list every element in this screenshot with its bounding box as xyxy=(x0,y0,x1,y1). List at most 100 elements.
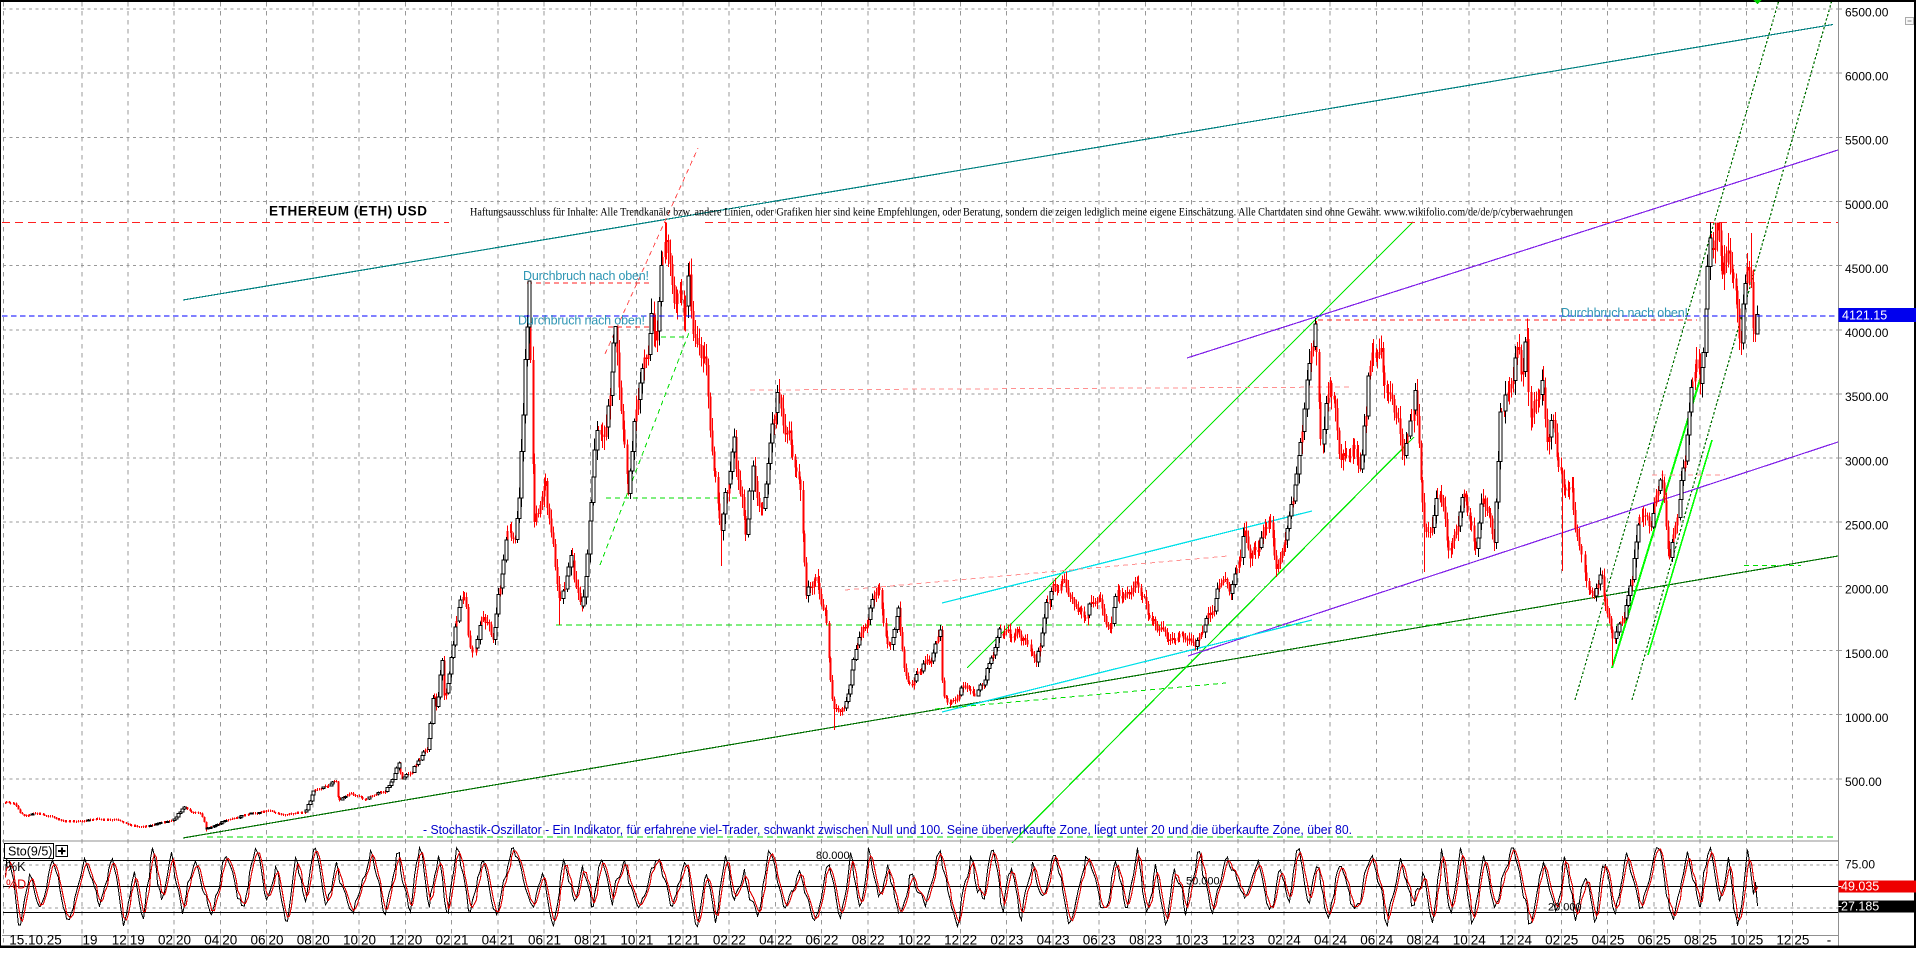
svg-text:06: 06 xyxy=(1083,933,1098,948)
svg-text:21: 21 xyxy=(592,933,607,948)
svg-text:%D: %D xyxy=(6,878,26,892)
svg-text:24: 24 xyxy=(1471,933,1487,948)
svg-text:20: 20 xyxy=(407,933,422,948)
svg-text:4000.00: 4000.00 xyxy=(1845,326,1889,340)
svg-text:24: 24 xyxy=(1425,933,1441,948)
svg-text:23: 23 xyxy=(1193,933,1208,948)
svg-text:500.00: 500.00 xyxy=(1845,775,1882,789)
svg-text:06: 06 xyxy=(1360,933,1375,948)
svg-text:08: 08 xyxy=(574,933,589,948)
svg-text:80.000: 80.000 xyxy=(816,850,850,862)
svg-text:19: 19 xyxy=(130,933,145,948)
svg-text:02: 02 xyxy=(713,933,728,948)
svg-text:21: 21 xyxy=(685,933,700,948)
svg-text:25: 25 xyxy=(1656,933,1671,948)
svg-text:02: 02 xyxy=(435,933,450,948)
svg-text:08: 08 xyxy=(1684,933,1699,948)
svg-text:75.00: 75.00 xyxy=(1845,858,1875,872)
svg-text:08: 08 xyxy=(297,933,312,948)
svg-text:15.10.25: 15.10.25 xyxy=(9,933,62,948)
svg-text:23: 23 xyxy=(1008,933,1023,948)
svg-text:10: 10 xyxy=(343,933,358,948)
svg-text:04: 04 xyxy=(759,933,775,948)
svg-text:22: 22 xyxy=(777,933,792,948)
svg-text:Durchbruch nach oben!: Durchbruch nach oben! xyxy=(1561,306,1688,320)
svg-text:02: 02 xyxy=(158,933,173,948)
svg-text:4121.15: 4121.15 xyxy=(1842,309,1887,323)
svg-text:23: 23 xyxy=(1240,933,1255,948)
svg-text:ETHEREUM (ETH) USD: ETHEREUM (ETH) USD xyxy=(269,204,428,219)
svg-text:2000.00: 2000.00 xyxy=(1845,583,1889,597)
svg-text:24: 24 xyxy=(1378,933,1394,948)
svg-text:3000.00: 3000.00 xyxy=(1845,454,1889,468)
svg-text:27.185: 27.185 xyxy=(1841,900,1879,914)
svg-text:12: 12 xyxy=(667,933,682,948)
svg-text:10: 10 xyxy=(1175,933,1190,948)
svg-text:25: 25 xyxy=(1748,933,1763,948)
svg-text:08: 08 xyxy=(1129,933,1144,948)
svg-text:22: 22 xyxy=(962,933,977,948)
svg-text:%K: %K xyxy=(6,860,26,874)
svg-text:- Stochastik-Oszillator - Ein: - Stochastik-Oszillator - Ein Indikator,… xyxy=(423,823,1352,837)
svg-text:24: 24 xyxy=(1286,933,1302,948)
svg-text:21: 21 xyxy=(500,933,515,948)
svg-text:25: 25 xyxy=(1794,933,1809,948)
svg-text:22: 22 xyxy=(823,933,838,948)
svg-text:25: 25 xyxy=(1610,933,1625,948)
svg-text:04: 04 xyxy=(204,933,220,948)
svg-text:20.000: 20.000 xyxy=(1548,902,1582,914)
svg-text:Haftungsausschluss für Inhalte: Haftungsausschluss für Inhalte: Alle Tre… xyxy=(470,205,1573,219)
svg-text:23: 23 xyxy=(1147,933,1162,948)
svg-text:25: 25 xyxy=(1563,933,1578,948)
svg-text:02: 02 xyxy=(990,933,1005,948)
svg-text:2500.00: 2500.00 xyxy=(1845,519,1889,533)
svg-text:50.000: 50.000 xyxy=(1186,876,1220,888)
svg-text:04: 04 xyxy=(1314,933,1330,948)
svg-text:5000.00: 5000.00 xyxy=(1845,198,1889,212)
svg-text:20: 20 xyxy=(315,933,330,948)
svg-text:21: 21 xyxy=(546,933,561,948)
svg-text:22: 22 xyxy=(916,933,931,948)
svg-text:21: 21 xyxy=(638,933,653,948)
svg-text:12: 12 xyxy=(1776,933,1791,948)
svg-text:3500.00: 3500.00 xyxy=(1845,390,1889,404)
svg-text:10: 10 xyxy=(1730,933,1745,948)
svg-text:06: 06 xyxy=(528,933,543,948)
svg-text:20: 20 xyxy=(361,933,376,948)
svg-text:20: 20 xyxy=(176,933,191,948)
svg-text:24: 24 xyxy=(1517,933,1533,948)
svg-text:1500.00: 1500.00 xyxy=(1845,647,1889,661)
svg-text:04: 04 xyxy=(1037,933,1053,948)
svg-text:12: 12 xyxy=(112,933,127,948)
svg-text:06: 06 xyxy=(1638,933,1653,948)
svg-text:08: 08 xyxy=(1406,933,1421,948)
svg-text:25: 25 xyxy=(1702,933,1717,948)
svg-text:49.035: 49.035 xyxy=(1841,880,1879,894)
svg-text:1000.00: 1000.00 xyxy=(1845,711,1889,725)
svg-text:10: 10 xyxy=(898,933,913,948)
svg-text:06: 06 xyxy=(805,933,820,948)
svg-text:Durchbruch nach oben!: Durchbruch nach oben! xyxy=(523,269,649,283)
svg-text:04: 04 xyxy=(1591,933,1607,948)
svg-text:6500.00: 6500.00 xyxy=(1845,5,1889,19)
svg-text:12: 12 xyxy=(944,933,959,948)
svg-text:Sto(9/5): Sto(9/5) xyxy=(8,845,52,859)
svg-text:22: 22 xyxy=(870,933,885,948)
svg-text:12: 12 xyxy=(1499,933,1514,948)
svg-text:12: 12 xyxy=(389,933,404,948)
svg-text:21: 21 xyxy=(454,933,469,948)
svg-text:20: 20 xyxy=(269,933,284,948)
svg-text:08: 08 xyxy=(852,933,867,948)
svg-text:20: 20 xyxy=(222,933,237,948)
svg-text:02: 02 xyxy=(1268,933,1283,948)
svg-text:Durchbruch nach oben!: Durchbruch nach oben! xyxy=(518,314,645,328)
svg-text:-: - xyxy=(1827,933,1832,948)
svg-text:12: 12 xyxy=(1222,933,1237,948)
svg-text:23: 23 xyxy=(1055,933,1070,948)
svg-text:10: 10 xyxy=(1453,933,1468,948)
svg-text:6000.00: 6000.00 xyxy=(1845,70,1889,84)
svg-text:10: 10 xyxy=(620,933,635,948)
svg-text:23: 23 xyxy=(1101,933,1116,948)
svg-text:04: 04 xyxy=(482,933,498,948)
svg-text:02: 02 xyxy=(1545,933,1560,948)
